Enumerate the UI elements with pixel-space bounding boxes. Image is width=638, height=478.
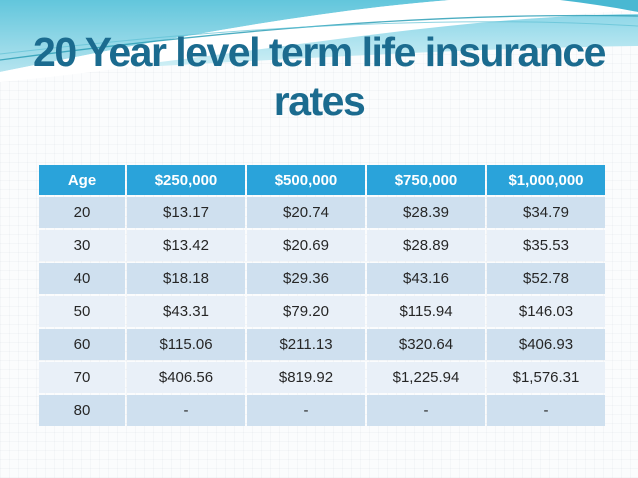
rate-cell: $115.06: [127, 329, 245, 360]
table-row-age-50: 50 $43.31 $79.20 $115.94 $146.03: [39, 296, 605, 327]
rate-cell: $79.20: [247, 296, 365, 327]
rates-table: Age $250,000 $500,000 $750,000 $1,000,00…: [37, 163, 607, 428]
header-cell-age: Age: [39, 165, 125, 195]
rate-cell: -: [127, 395, 245, 426]
wave-white-ribbon-shape: [0, 0, 638, 82]
table-row-age-70: 70 $406.56 $819.92 $1,225.94 $1,576.31: [39, 362, 605, 393]
rate-cell: $13.42: [127, 230, 245, 261]
rate-cell: -: [367, 395, 485, 426]
age-cell: 30: [39, 230, 125, 261]
rate-cell: $20.69: [247, 230, 365, 261]
table-row-age-20: 20 $13.17 $20.74 $28.39 $34.79: [39, 197, 605, 228]
wave-main-cyan-shape: [0, 0, 450, 72]
rate-cell: -: [247, 395, 365, 426]
wave-banner-decoration: [0, 0, 638, 82]
rate-cell: $146.03: [487, 296, 605, 327]
title-line-2: rates: [273, 78, 366, 125]
rate-cell: $320.64: [367, 329, 485, 360]
rate-cell: $34.79: [487, 197, 605, 228]
rate-cell: $406.93: [487, 329, 605, 360]
table-row-age-30: 30 $13.42 $20.69 $28.89 $35.53: [39, 230, 605, 261]
rate-cell: $115.94: [367, 296, 485, 327]
slide-title: 20 Year level term life insurance rates: [0, 28, 638, 126]
rate-cell: $1,576.31: [487, 362, 605, 393]
age-cell: 20: [39, 197, 125, 228]
rate-cell: $20.74: [247, 197, 365, 228]
age-cell: 40: [39, 263, 125, 294]
wave-corner-sliver-shape: [560, 0, 638, 12]
age-cell: 50: [39, 296, 125, 327]
wave-right-band-shape: [160, 14, 638, 66]
header-cell-750k: $750,000: [367, 165, 485, 195]
rate-cell: $819.92: [247, 362, 365, 393]
header-cell-1m: $1,000,000: [487, 165, 605, 195]
table-row-age-60: 60 $115.06 $211.13 $320.64 $406.93: [39, 329, 605, 360]
rate-cell: $1,225.94: [367, 362, 485, 393]
rate-cell: $211.13: [247, 329, 365, 360]
age-cell: 80: [39, 395, 125, 426]
rate-cell: $29.36: [247, 263, 365, 294]
title-line-1: 20 Year level term life insurance: [33, 29, 606, 75]
age-cell: 70: [39, 362, 125, 393]
rate-cell: $43.16: [367, 263, 485, 294]
rate-cell: $35.53: [487, 230, 605, 261]
rate-cell: $28.39: [367, 197, 485, 228]
rate-cell: $13.17: [127, 197, 245, 228]
age-cell: 60: [39, 329, 125, 360]
rate-cell: $28.89: [367, 230, 485, 261]
table-row-age-40: 40 $18.18 $29.36 $43.16 $52.78: [39, 263, 605, 294]
header-cell-250k: $250,000: [127, 165, 245, 195]
rate-cell: $406.56: [127, 362, 245, 393]
table-row-age-80: 80 - - - -: [39, 395, 605, 426]
wave-thin-line-2: [0, 21, 638, 55]
rate-cell: -: [487, 395, 605, 426]
rate-cell: $18.18: [127, 263, 245, 294]
table-header-row: Age $250,000 $500,000 $750,000 $1,000,00…: [39, 165, 605, 195]
rate-cell: $43.31: [127, 296, 245, 327]
rate-cell: $52.78: [487, 263, 605, 294]
header-cell-500k: $500,000: [247, 165, 365, 195]
